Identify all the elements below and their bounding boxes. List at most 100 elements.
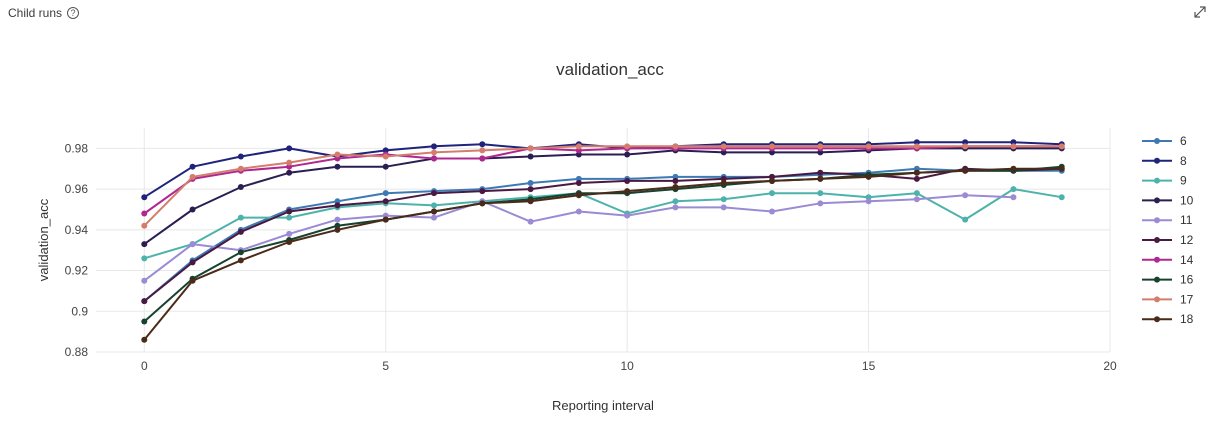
data-point[interactable]	[865, 173, 872, 180]
data-point[interactable]	[624, 212, 631, 219]
data-point[interactable]	[334, 202, 341, 209]
data-point[interactable]	[769, 177, 775, 184]
data-point[interactable]	[382, 216, 389, 223]
data-point[interactable]	[527, 153, 534, 160]
data-point[interactable]	[720, 179, 727, 186]
data-point[interactable]	[1010, 186, 1017, 193]
data-point[interactable]	[334, 163, 341, 170]
legend-item[interactable]: 8	[1142, 154, 1187, 168]
data-point[interactable]	[575, 192, 582, 199]
data-point[interactable]	[1010, 143, 1017, 150]
data-point[interactable]	[237, 153, 244, 160]
data-point[interactable]	[672, 204, 679, 211]
legend-item[interactable]: 14	[1142, 253, 1194, 267]
legend-item[interactable]: 12	[1142, 233, 1194, 247]
data-point[interactable]	[913, 169, 920, 176]
data-point[interactable]	[431, 143, 437, 150]
data-point[interactable]	[624, 188, 631, 195]
data-point[interactable]	[1058, 194, 1065, 201]
data-point[interactable]	[817, 190, 824, 197]
data-point[interactable]	[575, 208, 582, 215]
data-point[interactable]	[431, 190, 437, 197]
data-point[interactable]	[672, 184, 679, 191]
data-point[interactable]	[286, 208, 293, 215]
data-point[interactable]	[237, 165, 244, 172]
data-point[interactable]	[431, 155, 437, 162]
data-point[interactable]	[237, 184, 244, 191]
data-point[interactable]	[431, 208, 437, 215]
data-point[interactable]	[624, 143, 631, 150]
data-point[interactable]	[286, 169, 293, 176]
data-point[interactable]	[141, 222, 148, 229]
data-point[interactable]	[189, 206, 196, 213]
data-point[interactable]	[913, 175, 920, 182]
data-point[interactable]	[817, 169, 824, 176]
data-point[interactable]	[141, 210, 148, 217]
data-point[interactable]	[479, 141, 486, 148]
data-point[interactable]	[817, 200, 824, 207]
data-point[interactable]	[527, 218, 534, 225]
data-point[interactable]	[865, 198, 872, 205]
data-point[interactable]	[1058, 143, 1065, 150]
data-point[interactable]	[237, 257, 244, 264]
data-point[interactable]	[913, 190, 920, 197]
data-point[interactable]	[769, 143, 775, 150]
data-point[interactable]	[624, 151, 631, 158]
data-point[interactable]	[913, 143, 920, 150]
data-point[interactable]	[479, 147, 486, 154]
data-point[interactable]	[189, 163, 196, 170]
data-point[interactable]	[334, 226, 341, 233]
data-point[interactable]	[431, 214, 437, 221]
data-point[interactable]	[237, 214, 244, 221]
data-point[interactable]	[1010, 165, 1017, 172]
data-point[interactable]	[334, 216, 341, 223]
data-point[interactable]	[527, 145, 534, 152]
legend-item[interactable]: 17	[1142, 292, 1194, 306]
data-point[interactable]	[141, 318, 148, 325]
data-point[interactable]	[189, 259, 196, 266]
data-point[interactable]	[382, 153, 389, 160]
data-point[interactable]	[672, 143, 679, 150]
legend-item[interactable]: 11	[1142, 213, 1193, 227]
data-point[interactable]	[962, 143, 969, 150]
data-point[interactable]	[141, 255, 148, 262]
data-point[interactable]	[527, 198, 534, 205]
data-point[interactable]	[672, 198, 679, 205]
data-point[interactable]	[479, 200, 486, 207]
legend-item[interactable]: 16	[1142, 273, 1194, 287]
data-point[interactable]	[624, 177, 631, 184]
data-point[interactable]	[479, 155, 486, 162]
data-point[interactable]	[141, 241, 148, 248]
expand-diagonal-icon[interactable]	[1190, 2, 1210, 22]
legend-item[interactable]: 10	[1142, 193, 1194, 207]
legend-item[interactable]: 6	[1142, 134, 1187, 148]
data-point[interactable]	[672, 177, 679, 184]
data-point[interactable]	[769, 208, 775, 215]
data-point[interactable]	[962, 192, 969, 199]
data-point[interactable]	[237, 228, 244, 235]
data-point[interactable]	[527, 179, 534, 186]
data-point[interactable]	[189, 241, 196, 248]
data-point[interactable]	[527, 186, 534, 193]
data-point[interactable]	[769, 190, 775, 197]
data-point[interactable]	[865, 143, 872, 150]
data-point[interactable]	[334, 151, 341, 158]
data-point[interactable]	[575, 143, 582, 150]
legend-item[interactable]: 9	[1142, 174, 1187, 188]
data-point[interactable]	[431, 149, 437, 156]
data-point[interactable]	[189, 173, 196, 180]
data-point[interactable]	[1010, 194, 1017, 201]
data-point[interactable]	[720, 196, 727, 203]
data-point[interactable]	[382, 163, 389, 170]
data-point[interactable]	[141, 298, 148, 305]
data-point[interactable]	[286, 214, 293, 221]
data-point[interactable]	[479, 188, 486, 195]
data-point[interactable]	[1058, 165, 1065, 172]
data-point[interactable]	[286, 145, 293, 152]
data-point[interactable]	[962, 216, 969, 223]
data-point[interactable]	[141, 277, 148, 284]
legend-item[interactable]: 18	[1142, 312, 1194, 326]
data-point[interactable]	[913, 196, 920, 203]
data-point[interactable]	[720, 204, 727, 211]
data-point[interactable]	[382, 198, 389, 205]
